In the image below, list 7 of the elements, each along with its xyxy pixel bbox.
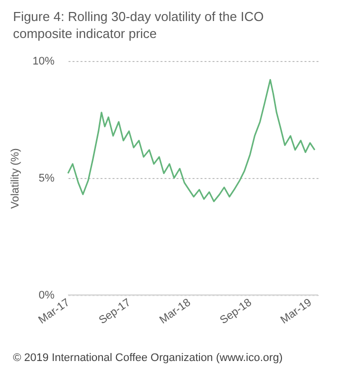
chart-title: Figure 4: Rolling 30-day volatility of the ICO composite indicator price (13, 9, 264, 41)
y-tick-label: 5% (38, 172, 55, 184)
y-tick-label: 10% (32, 56, 55, 68)
y-axis-title: Volatility (%) (9, 148, 22, 209)
y-tick-label: 0% (38, 290, 55, 302)
text: © 2019 International Coffee Organization (www.ico.org) (13, 352, 283, 364)
line-series (67, 78, 316, 202)
